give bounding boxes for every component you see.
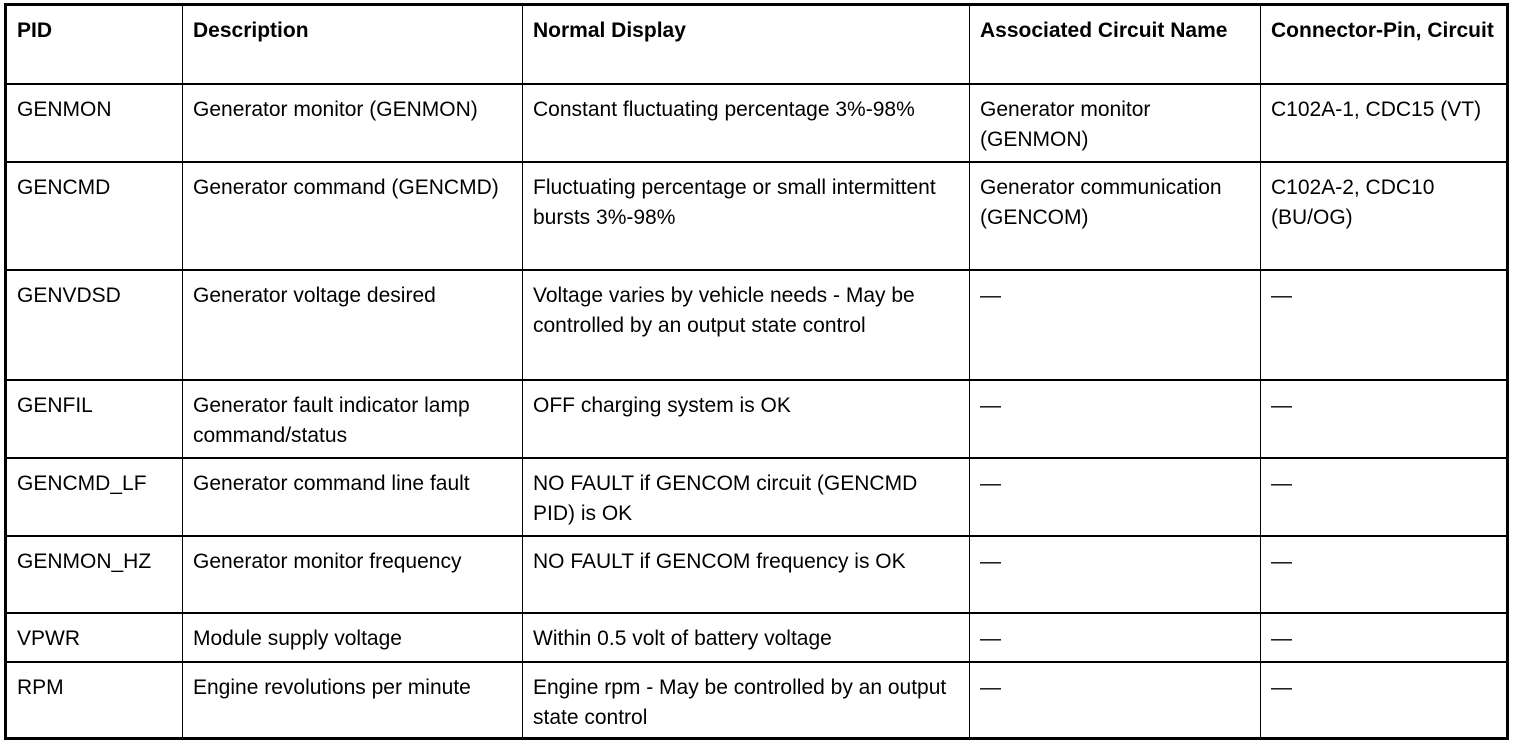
header-associated-circuit: Associated Circuit Name	[969, 3, 1261, 85]
header-connector-pin: Connector-Pin, Circuit	[1260, 3, 1508, 85]
cell-associated-circuit: Generator monitor (GENMON)	[969, 82, 1261, 163]
table-row: GENCMD Generator command (GENCMD) Fluctuat…	[5, 160, 1508, 271]
table-row: GENFIL Generator fault indicator lamp com…	[5, 378, 1508, 459]
cell-description: Generator monitor (GENMON)	[182, 82, 523, 163]
table-row: GENMON_HZ Generator monitor frequency NO F…	[5, 534, 1508, 614]
cell-description: Generator fault indicator lamp command/s…	[182, 378, 523, 459]
pid-table: PID Description Normal Display Associate…	[4, 3, 1509, 740]
cell-normal-display: NO FAULT if GENCOM circuit (GENCMD PID) …	[522, 456, 970, 537]
cell-normal-display: Engine rpm - May be controlled by an out…	[522, 660, 970, 740]
cell-connector-pin: C102A-1, CDC15 (VT)	[1260, 82, 1508, 163]
cell-pid: RPM	[5, 660, 183, 740]
table-row: VPWR Module supply voltage Within 0.5 volt…	[5, 611, 1508, 663]
cell-normal-display: Within 0.5 volt of battery voltage	[522, 611, 970, 663]
cell-connector-pin: —	[1260, 268, 1508, 381]
header-row: PID Description Normal Display Associate…	[5, 3, 1508, 85]
cell-connector-pin: —	[1260, 611, 1508, 663]
header-normal-display: Normal Display	[522, 3, 970, 85]
cell-connector-pin: C102A-2, CDC10 (BU/OG)	[1260, 160, 1508, 271]
cell-connector-pin: —	[1260, 534, 1508, 614]
header-pid: PID	[5, 3, 183, 85]
cell-normal-display: Constant fluctuating percentage 3%-98%	[522, 82, 970, 163]
cell-associated-circuit: —	[969, 456, 1261, 537]
cell-associated-circuit: —	[969, 611, 1261, 663]
header-description: Description	[182, 3, 523, 85]
cell-pid: GENMON_HZ	[5, 534, 183, 614]
cell-normal-display: NO FAULT if GENCOM frequency is OK	[522, 534, 970, 614]
cell-associated-circuit: —	[969, 268, 1261, 381]
cell-associated-circuit: —	[969, 660, 1261, 740]
cell-normal-display: Fluctuating percentage or small intermit…	[522, 160, 970, 271]
cell-description: Generator voltage desired	[182, 268, 523, 381]
cell-description: Module supply voltage	[182, 611, 523, 663]
table-row: GENMON Generator monitor (GENMON) Constant…	[5, 82, 1508, 163]
cell-description: Generator command (GENCMD)	[182, 160, 523, 271]
cell-associated-circuit: Generator communication (GENCOM)	[969, 160, 1261, 271]
cell-pid: GENVDSD	[5, 268, 183, 381]
cell-pid: GENFIL	[5, 378, 183, 459]
cell-connector-pin: —	[1260, 456, 1508, 537]
table-row: GENCMD_LF Generator command line fault NO …	[5, 456, 1508, 537]
cell-pid: VPWR	[5, 611, 183, 663]
cell-description: Generator command line fault	[182, 456, 523, 537]
cell-associated-circuit: —	[969, 534, 1261, 614]
cell-pid: GENCMD_LF	[5, 456, 183, 537]
cell-description: Engine revolutions per minute	[182, 660, 523, 740]
cell-connector-pin: —	[1260, 378, 1508, 459]
table-row: GENVDSD Generator voltage desired Voltage …	[5, 268, 1508, 381]
table-row: RPM Engine revolutions per minute Engine r…	[5, 660, 1508, 740]
cell-connector-pin: —	[1260, 660, 1508, 740]
cell-pid: GENMON	[5, 82, 183, 163]
cell-normal-display: Voltage varies by vehicle needs - May be…	[522, 268, 970, 381]
cell-description: Generator monitor frequency	[182, 534, 523, 614]
cell-associated-circuit: —	[969, 378, 1261, 459]
cell-pid: GENCMD	[5, 160, 183, 271]
cell-normal-display: OFF charging system is OK	[522, 378, 970, 459]
